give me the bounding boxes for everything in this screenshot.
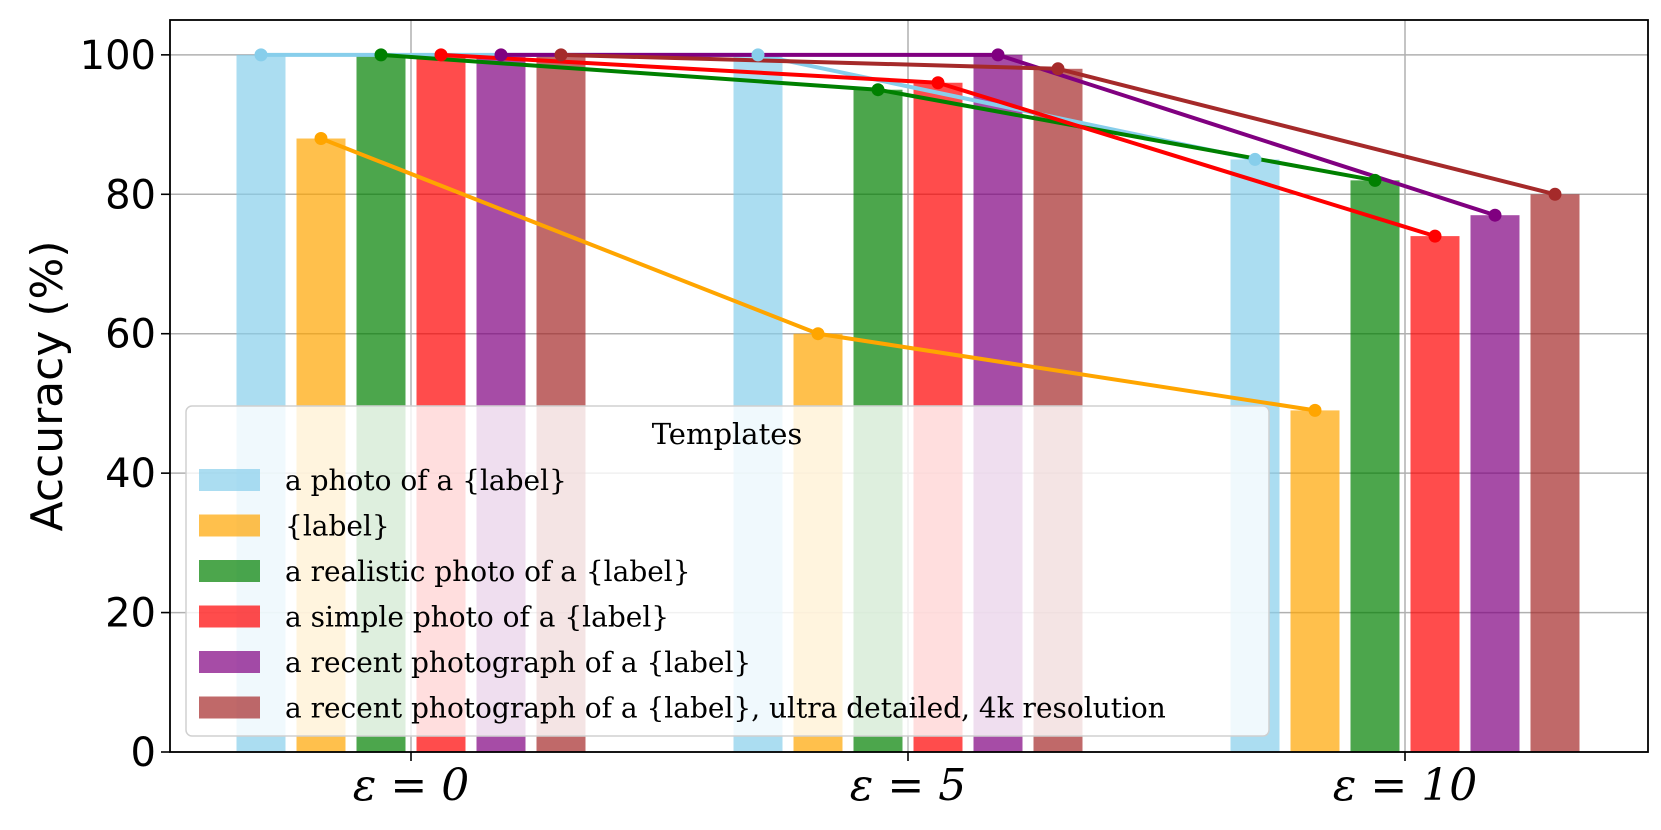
legend-label: {label} bbox=[285, 510, 390, 543]
series-marker bbox=[871, 83, 885, 97]
series-marker bbox=[374, 48, 388, 62]
bar bbox=[1290, 410, 1340, 752]
y-axis-label: Accuracy (%) bbox=[22, 240, 73, 531]
y-axis-ticks: 0 20 40 60 80 100 bbox=[80, 33, 170, 776]
legend-label: a realistic photo of a {label} bbox=[285, 555, 691, 588]
legend-swatch bbox=[199, 651, 260, 673]
legend-swatch bbox=[199, 605, 260, 628]
legend-swatch bbox=[199, 469, 260, 491]
bar bbox=[1530, 194, 1580, 753]
legend: Templates a photo of a {label} {label} a r… bbox=[185, 405, 1270, 737]
series-marker bbox=[314, 132, 328, 146]
legend-label: a photo of a {label} bbox=[285, 464, 567, 497]
series-marker bbox=[1248, 152, 1262, 166]
series-marker bbox=[1051, 62, 1065, 76]
y-tick-label: 20 bbox=[105, 591, 156, 637]
legend-swatch bbox=[199, 696, 260, 719]
legend-title: Templates bbox=[652, 417, 803, 451]
legend-swatch bbox=[199, 514, 260, 537]
series-marker bbox=[751, 48, 765, 62]
series-marker bbox=[1428, 229, 1442, 243]
bar bbox=[1410, 236, 1460, 753]
series-marker bbox=[1488, 208, 1502, 222]
legend-label: a simple photo of a {label} bbox=[285, 601, 669, 634]
series-markers bbox=[254, 48, 1562, 417]
plot-frame bbox=[169, 19, 1649, 753]
x-tick-label: ε = 0 bbox=[353, 760, 469, 811]
legend-swatch bbox=[199, 560, 260, 582]
y-tick-label: 80 bbox=[105, 172, 156, 218]
x-tick-label: ε = 10 bbox=[1333, 760, 1477, 811]
bar bbox=[1350, 180, 1400, 753]
series-marker bbox=[1548, 187, 1562, 201]
series-marker bbox=[811, 327, 825, 341]
y-tick-label: 40 bbox=[105, 451, 156, 497]
y-tick-label: 0 bbox=[131, 730, 156, 776]
series-marker bbox=[931, 76, 945, 90]
x-axis-ticks: ε = 0 ε = 5 ε = 10 bbox=[353, 752, 1477, 811]
legend-box bbox=[185, 405, 1270, 737]
series-marker bbox=[991, 48, 1005, 62]
series-marker bbox=[494, 48, 508, 62]
series-marker bbox=[254, 48, 268, 62]
legend-label: a recent photograph of a {label}, ultra … bbox=[285, 692, 1166, 725]
bar bbox=[1470, 215, 1520, 752]
legend-items: a photo of a {label} {label} a realistic p… bbox=[199, 464, 1166, 725]
series-marker bbox=[1308, 403, 1322, 417]
y-tick-label: 100 bbox=[80, 33, 156, 79]
series-marker bbox=[434, 48, 448, 62]
legend-label: a recent photograph of a {label} bbox=[285, 646, 751, 679]
series-marker bbox=[554, 48, 568, 62]
series-marker bbox=[1368, 173, 1382, 187]
y-tick-label: 60 bbox=[105, 312, 156, 358]
x-tick-label: ε = 5 bbox=[850, 760, 966, 811]
